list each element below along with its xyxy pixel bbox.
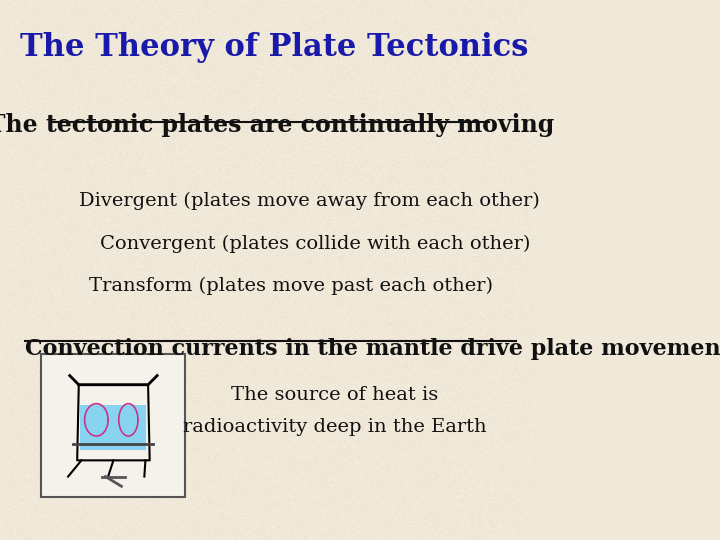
Text: Convergent (plates collide with each other): Convergent (plates collide with each oth… [100, 235, 531, 253]
Text: Divergent (plates move away from each other): Divergent (plates move away from each ot… [78, 192, 539, 210]
Text: The Theory of Plate Tectonics: The Theory of Plate Tectonics [20, 32, 528, 63]
Text: radioactivity deep in the Earth: radioactivity deep in the Earth [183, 418, 487, 436]
Bar [42, 354, 186, 497]
Text: The tectonic plates are continually moving: The tectonic plates are continually movi… [0, 113, 554, 137]
Bar [81, 405, 146, 449]
Text: Convection currents in the mantle drive plate movements: Convection currents in the mantle drive … [25, 338, 720, 360]
Text: Transform (plates move past each other): Transform (plates move past each other) [89, 276, 493, 295]
Text: The source of heat is: The source of heat is [231, 386, 438, 404]
